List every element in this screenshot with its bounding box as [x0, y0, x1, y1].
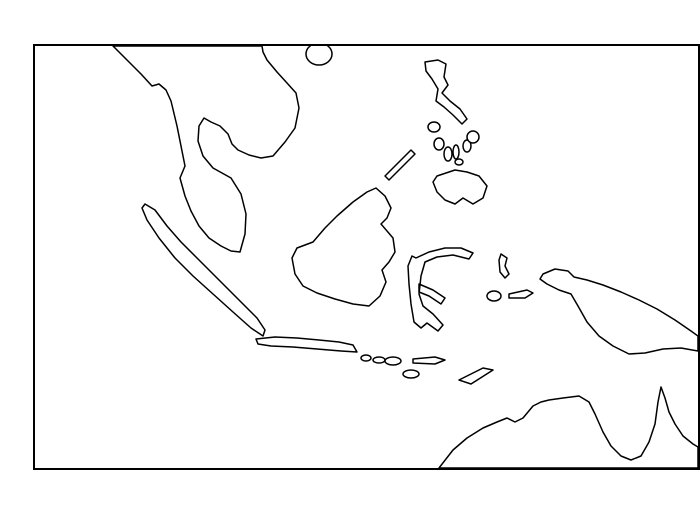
coastline-bali: [360, 354, 372, 362]
coastline-panay: [433, 137, 445, 151]
coastline-halmahera: [498, 253, 510, 279]
coastline-cebu: [452, 144, 460, 160]
coastline-hainan: [305, 46, 333, 66]
coastline-bohol: [454, 158, 464, 166]
coastline-australia: [438, 386, 698, 468]
coastline-mindoro: [427, 121, 441, 133]
coastline-sumba: [402, 369, 420, 379]
coastline-buru: [486, 290, 502, 302]
wind-map-canvas: [112, 46, 698, 468]
wind-speed-colorbar: [0, 490, 700, 525]
coastline-negros: [443, 146, 453, 162]
coastline-indochina: [112, 46, 300, 253]
coastline-java: [255, 336, 358, 353]
coastline-flores: [412, 356, 446, 365]
coastline-sulawesi: [407, 247, 474, 332]
coastline-mindanao: [432, 169, 488, 205]
coastline-luzon: [424, 59, 468, 125]
coastline-new-guinea: [539, 268, 698, 355]
coastline-palawan: [384, 149, 416, 181]
coastline-samar: [466, 130, 480, 144]
coastline-lombok: [372, 356, 386, 364]
map-frame: [33, 44, 700, 470]
coastline-seram: [508, 289, 534, 299]
coastlines-layer: [112, 46, 698, 468]
coastline-borneo: [291, 187, 396, 307]
coastline-timor: [458, 367, 494, 385]
coastline-sumatra: [141, 203, 266, 337]
coastline-sumbawa: [384, 356, 402, 366]
